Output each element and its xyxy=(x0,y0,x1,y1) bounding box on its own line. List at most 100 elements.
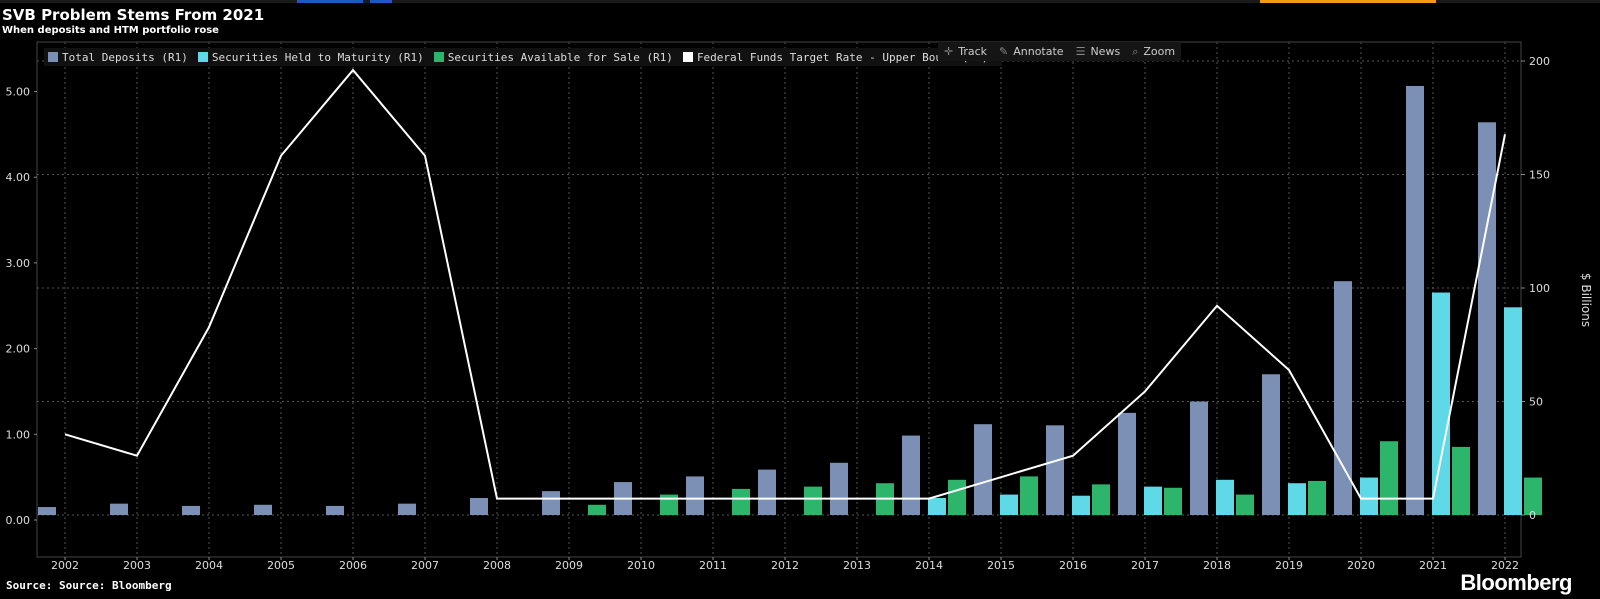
bar xyxy=(732,488,750,515)
x-tick-label: 2007 xyxy=(411,559,439,572)
source-note: Source: Source: Bloomberg xyxy=(6,579,172,592)
tab-indicator[interactable] xyxy=(370,0,392,3)
legend-item-total-deposits[interactable]: Total Deposits (R1) xyxy=(48,51,188,64)
bar xyxy=(182,505,200,515)
chart-grid xyxy=(37,42,1521,557)
chart-axes xyxy=(34,41,1525,560)
bar xyxy=(470,497,488,515)
bar xyxy=(1262,374,1280,515)
news-icon: ☰ xyxy=(1075,45,1086,58)
x-tick-label: 2006 xyxy=(339,559,367,572)
bar xyxy=(974,424,992,515)
legend-swatch-htm xyxy=(197,52,208,62)
crosshair-icon: ✛ xyxy=(944,45,954,58)
chart-bars xyxy=(38,85,1542,515)
zoom-button[interactable]: ⌕ Zoom xyxy=(1126,45,1181,59)
bar xyxy=(1308,480,1326,515)
bar xyxy=(542,491,560,515)
legend-label-htm: Securities Held to Maturity (R1) xyxy=(211,50,424,64)
bar xyxy=(1000,494,1018,515)
bar xyxy=(1478,122,1496,515)
fed-funds-rate-line xyxy=(64,68,1506,500)
active-tab-indicator[interactable] xyxy=(297,0,363,3)
annotate-button[interactable]: ✎ Annotate xyxy=(993,45,1070,58)
y-right-tick-label: 0 xyxy=(1529,509,1536,522)
chart-lines xyxy=(64,68,1506,500)
legend-swatch-afs xyxy=(433,52,444,62)
y-right-tick-label: 100 xyxy=(1529,282,1550,295)
bar xyxy=(588,504,606,515)
x-tick-label: 2020 xyxy=(1347,559,1375,572)
y-right-axis-label: $ Billions xyxy=(1579,273,1593,327)
x-tick-label: 2011 xyxy=(699,559,727,572)
x-tick-label: 2015 xyxy=(987,559,1015,572)
legend-label-total-deposits: Total Deposits (R1) xyxy=(62,50,188,64)
bar xyxy=(110,503,128,515)
bar xyxy=(686,476,704,515)
x-tick-label: 2016 xyxy=(1059,559,1087,572)
x-tick-label: 2005 xyxy=(267,559,295,572)
legend-item-fed-funds[interactable]: Federal Funds Target Rate - Upper Bound … xyxy=(682,50,989,64)
x-tick-label: 2009 xyxy=(555,559,583,572)
track-button[interactable]: ✛ Track xyxy=(938,45,993,58)
x-tick-label: 2002 xyxy=(51,559,79,572)
y-left-tick-label: 5.00 xyxy=(6,86,31,99)
y-right-tick-label: 200 xyxy=(1529,55,1550,68)
bar xyxy=(1524,477,1542,515)
bar xyxy=(1504,307,1522,515)
chart-subtitle: When deposits and HTM portfolio rose xyxy=(2,25,219,36)
bar xyxy=(1360,477,1378,515)
bar xyxy=(758,469,776,515)
bar xyxy=(1020,476,1038,515)
y-right-tick-label: 50 xyxy=(1529,396,1543,409)
news-button[interactable]: ☰ News xyxy=(1070,45,1127,58)
x-tick-label: 2010 xyxy=(627,559,655,572)
bar xyxy=(1334,281,1352,515)
bar xyxy=(398,503,416,515)
legend-swatch-total-deposits xyxy=(48,52,58,62)
bar xyxy=(38,507,56,515)
annotate-label: Annotate xyxy=(1013,45,1064,58)
y-left-tick-label: 3.00 xyxy=(6,257,31,270)
legend-label-fed-funds: Federal Funds Target Rate - Upper Bound … xyxy=(696,50,989,64)
bar xyxy=(1144,486,1162,515)
x-tick-label: 2012 xyxy=(771,559,799,572)
bar xyxy=(1452,446,1470,515)
x-tick-label: 2014 xyxy=(915,559,943,572)
bar xyxy=(1092,484,1110,515)
x-tick-label: 2003 xyxy=(123,559,151,572)
y-left-tick-label: 2.00 xyxy=(6,343,31,356)
y-left-tick-label: 0.00 xyxy=(6,514,31,527)
pencil-icon: ✎ xyxy=(999,45,1009,58)
x-tick-label: 2013 xyxy=(843,559,871,572)
bar xyxy=(804,486,822,515)
x-tick-label: 2019 xyxy=(1275,559,1303,572)
chart-title: SVB Problem Stems From 2021 xyxy=(2,6,265,24)
x-tick-label: 2018 xyxy=(1203,559,1231,572)
zoom-label: Zoom xyxy=(1143,45,1176,58)
bar xyxy=(830,462,848,515)
news-label: News xyxy=(1090,45,1121,58)
bar xyxy=(1432,292,1450,515)
bar xyxy=(660,494,678,515)
bar xyxy=(928,497,946,515)
highlight-tab-indicator[interactable] xyxy=(1260,0,1436,3)
bar xyxy=(1216,479,1234,515)
y-left-tick-label: 4.00 xyxy=(6,171,31,184)
legend-label-afs: Securities Available for Sale (R1) xyxy=(447,50,673,64)
plot-frame xyxy=(36,41,1522,558)
magnifier-icon: ⌕ xyxy=(1132,44,1139,58)
y-right-tick-label: 150 xyxy=(1529,169,1550,182)
bar xyxy=(1288,483,1306,515)
bar xyxy=(254,504,272,515)
legend-item-afs[interactable]: Securities Available for Sale (R1) xyxy=(433,50,673,64)
bar xyxy=(1236,494,1254,515)
y-left-tick-label: 1.00 xyxy=(6,428,31,441)
legend-item-htm[interactable]: Securities Held to Maturity (R1) xyxy=(197,50,424,64)
chart-legend: Total Deposits (R1) Securities Held to M… xyxy=(44,48,1003,66)
x-tick-label: 2008 xyxy=(483,559,511,572)
chart-labels: 2002 2003 2004 2005 2006 2007 2008 2009 2010 2011… xyxy=(6,55,1594,572)
track-label: Track xyxy=(958,45,988,58)
chart-toolbar: ✛ Track ✎ Annotate ☰ News ⌕ Zoom xyxy=(938,42,1182,61)
